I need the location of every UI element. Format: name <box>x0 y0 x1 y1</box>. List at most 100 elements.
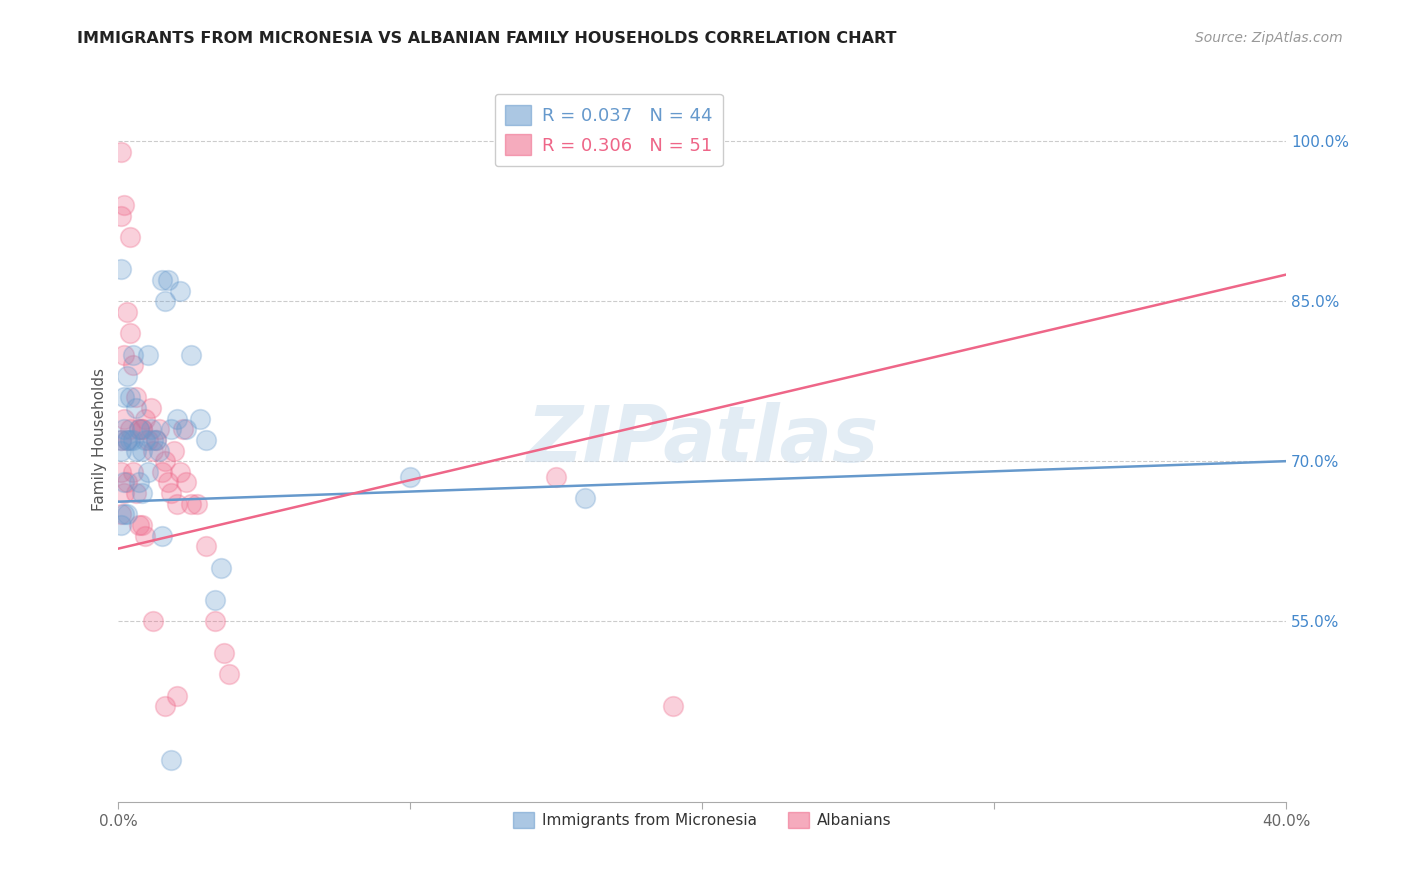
Point <box>110 145 132 159</box>
Point <box>160 753 183 767</box>
Point <box>115 508 138 522</box>
Point <box>195 433 218 447</box>
Text: IMMIGRANTS FROM MICRONESIA VS ALBANIAN FAMILY HOUSEHOLDS CORRELATION CHART: IMMIGRANTS FROM MICRONESIA VS ALBANIAN F… <box>77 31 897 46</box>
Point <box>160 422 183 436</box>
Point <box>166 689 188 703</box>
Point <box>120 390 142 404</box>
Point <box>115 368 138 383</box>
Point <box>110 209 132 223</box>
Point <box>153 454 176 468</box>
Point <box>174 475 197 490</box>
Point <box>204 614 226 628</box>
Point <box>145 433 167 447</box>
Point <box>110 433 132 447</box>
Point <box>139 401 162 415</box>
Point <box>145 433 167 447</box>
Point <box>110 443 132 458</box>
Point <box>153 699 176 714</box>
Point <box>128 422 150 436</box>
Point <box>112 390 135 404</box>
Legend: Immigrants from Micronesia, Albanians: Immigrants from Micronesia, Albanians <box>508 806 897 835</box>
Point <box>128 475 150 490</box>
Point <box>662 699 685 714</box>
Point <box>166 497 188 511</box>
Point <box>136 433 159 447</box>
Point <box>120 326 142 341</box>
Point <box>115 305 138 319</box>
Point <box>142 614 165 628</box>
Point <box>112 422 135 436</box>
Point <box>122 348 145 362</box>
Point <box>115 433 138 447</box>
Point <box>150 529 173 543</box>
Point <box>546 470 568 484</box>
Point <box>212 646 235 660</box>
Point <box>120 230 142 244</box>
Point <box>112 348 135 362</box>
Point <box>195 540 218 554</box>
Point <box>112 475 135 490</box>
Point <box>153 294 176 309</box>
Point <box>134 433 156 447</box>
Point <box>131 422 153 436</box>
Point <box>128 518 150 533</box>
Point <box>125 486 148 500</box>
Point <box>122 433 145 447</box>
Point <box>574 491 596 506</box>
Point <box>110 508 132 522</box>
Point <box>110 433 132 447</box>
Point <box>142 433 165 447</box>
Point <box>139 422 162 436</box>
Text: ZIPatlas: ZIPatlas <box>526 402 879 478</box>
Point <box>136 465 159 479</box>
Point <box>166 411 188 425</box>
Point <box>180 348 202 362</box>
Point <box>112 486 135 500</box>
Point <box>115 475 138 490</box>
Point <box>120 433 142 447</box>
Point <box>110 262 132 277</box>
Point <box>157 475 180 490</box>
Point <box>169 465 191 479</box>
Point <box>112 198 135 212</box>
Point <box>218 667 240 681</box>
Point <box>112 508 135 522</box>
Point <box>128 422 150 436</box>
Point <box>169 284 191 298</box>
Point <box>148 422 170 436</box>
Point <box>136 348 159 362</box>
Point <box>188 411 211 425</box>
Point <box>142 443 165 458</box>
Point <box>163 443 186 458</box>
Point <box>399 470 422 484</box>
Point <box>110 465 132 479</box>
Point <box>120 422 142 436</box>
Point <box>131 443 153 458</box>
Point <box>209 561 232 575</box>
Point <box>174 422 197 436</box>
Point <box>125 390 148 404</box>
Point <box>125 401 148 415</box>
Point <box>122 358 145 372</box>
Point <box>112 411 135 425</box>
Point <box>180 497 202 511</box>
Point <box>150 465 173 479</box>
Point <box>204 592 226 607</box>
Point <box>131 518 153 533</box>
Point <box>186 497 208 511</box>
Point <box>110 518 132 533</box>
Point <box>131 486 153 500</box>
Point <box>115 433 138 447</box>
Point <box>131 422 153 436</box>
Point <box>125 443 148 458</box>
Point <box>122 465 145 479</box>
Point <box>150 273 173 287</box>
Point <box>148 443 170 458</box>
Point <box>157 273 180 287</box>
Text: Source: ZipAtlas.com: Source: ZipAtlas.com <box>1195 31 1343 45</box>
Point <box>172 422 194 436</box>
Point <box>160 486 183 500</box>
Point <box>134 411 156 425</box>
Y-axis label: Family Households: Family Households <box>93 368 107 511</box>
Point <box>134 529 156 543</box>
